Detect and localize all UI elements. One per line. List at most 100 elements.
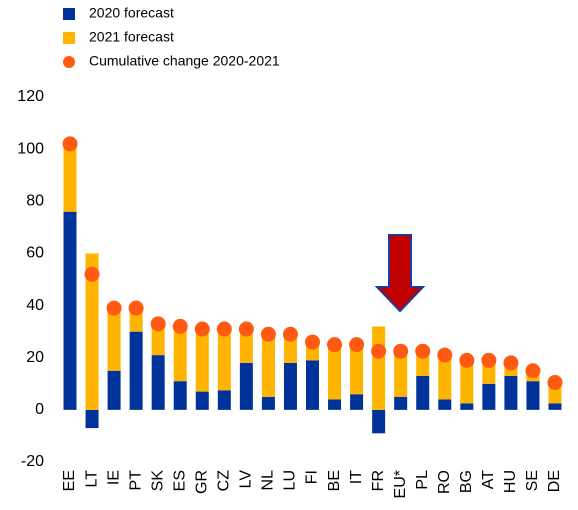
dot [194, 321, 210, 337]
legend-label: Cumulative change 2020-2021 [89, 53, 280, 69]
legend-marker [63, 32, 75, 44]
dot [305, 334, 320, 350]
arrow [374, 234, 426, 313]
dot [459, 352, 475, 368]
bar [195, 391, 209, 410]
x-tick-label: BE [326, 470, 343, 491]
plot: -20 0 20 40 60 80 100 120 EE LT IE PT SK ES GR CZ LV NL LU… [17, 88, 563, 498]
x-tick-label: IT [348, 470, 365, 484]
bar [261, 396, 275, 410]
bar [217, 390, 231, 410]
dot [282, 326, 298, 342]
bar [350, 394, 364, 410]
x-tick-label: LU [282, 470, 299, 490]
y-tick-label: 60 [26, 245, 44, 262]
dot [349, 337, 365, 353]
bar [372, 409, 386, 434]
dot [62, 136, 78, 152]
bar [85, 409, 99, 429]
bar [460, 359, 474, 404]
x-tick-label: RO [436, 470, 453, 494]
bar [261, 334, 275, 397]
dot [238, 321, 254, 337]
x-tick-label: LT [83, 470, 100, 488]
bar [173, 326, 187, 382]
x-tick-label: PT [127, 470, 144, 491]
bar [129, 331, 143, 410]
dot [393, 343, 409, 359]
x-tick-label: BG [458, 470, 475, 493]
x-tick-label: FR [370, 470, 387, 491]
bar [350, 344, 364, 395]
x-tick-label: PL [414, 470, 431, 490]
bar [526, 381, 540, 410]
bar [283, 362, 297, 410]
dot [547, 374, 563, 390]
x-tick-label: SK [149, 470, 166, 492]
x-tick-label: EU* [392, 470, 409, 498]
legend-label: 2020 forecast [89, 5, 174, 21]
x-tick-label: DE [546, 470, 563, 492]
x-tick-label: LV [238, 470, 255, 489]
bar [173, 381, 187, 410]
x-tick-label: ES [171, 470, 188, 491]
bar [460, 403, 474, 410]
dot [327, 337, 343, 353]
legend-marker [63, 56, 75, 68]
y-tick-label: 80 [26, 193, 44, 210]
bar [328, 344, 342, 400]
x-tick-label: NL [260, 470, 277, 491]
y-tick-label: 0 [35, 401, 44, 418]
bar [85, 253, 99, 410]
bar [548, 403, 562, 410]
bar [482, 383, 496, 410]
bar [63, 211, 77, 410]
bar [63, 143, 77, 212]
dot [260, 326, 276, 342]
y-tick-label: 120 [17, 88, 44, 105]
legend-label: 2021 forecast [89, 29, 174, 45]
bar [394, 396, 408, 410]
dot [216, 321, 232, 337]
y-tick-label: 100 [17, 140, 44, 157]
dot [415, 343, 431, 359]
x-tick-label: AT [480, 470, 497, 489]
bar [239, 329, 253, 363]
bar [217, 327, 231, 391]
dot [437, 347, 453, 363]
legend-marker [63, 8, 75, 20]
dot [503, 355, 519, 371]
bar [151, 355, 165, 410]
bar [107, 370, 121, 410]
dot [371, 343, 387, 359]
dot [106, 300, 122, 316]
y-tick-label: 40 [26, 297, 44, 314]
dot [128, 300, 144, 316]
bar [195, 329, 209, 392]
annotation-arrow [374, 234, 426, 313]
bar [416, 375, 430, 410]
x-tick-label: HU [502, 470, 519, 493]
bar [151, 323, 165, 356]
bar [504, 375, 518, 410]
bar [328, 399, 342, 410]
dot [150, 316, 166, 332]
x-tick-label: GR [193, 470, 210, 494]
bar [107, 308, 121, 371]
bar [283, 334, 297, 363]
x-tick-label: SE [524, 470, 541, 491]
dot [84, 266, 100, 282]
x-tick-label: IE [105, 470, 122, 485]
bar [438, 399, 452, 410]
dot [172, 318, 188, 334]
x-tick-label: EE [61, 470, 78, 491]
x-tick-label: CZ [216, 470, 233, 492]
dot [481, 352, 497, 368]
bar [372, 326, 386, 410]
y-tick-label: 20 [26, 349, 44, 366]
bar [394, 349, 408, 397]
y-tick-label: -20 [21, 453, 44, 470]
bar [239, 362, 253, 410]
bar [306, 360, 319, 410]
